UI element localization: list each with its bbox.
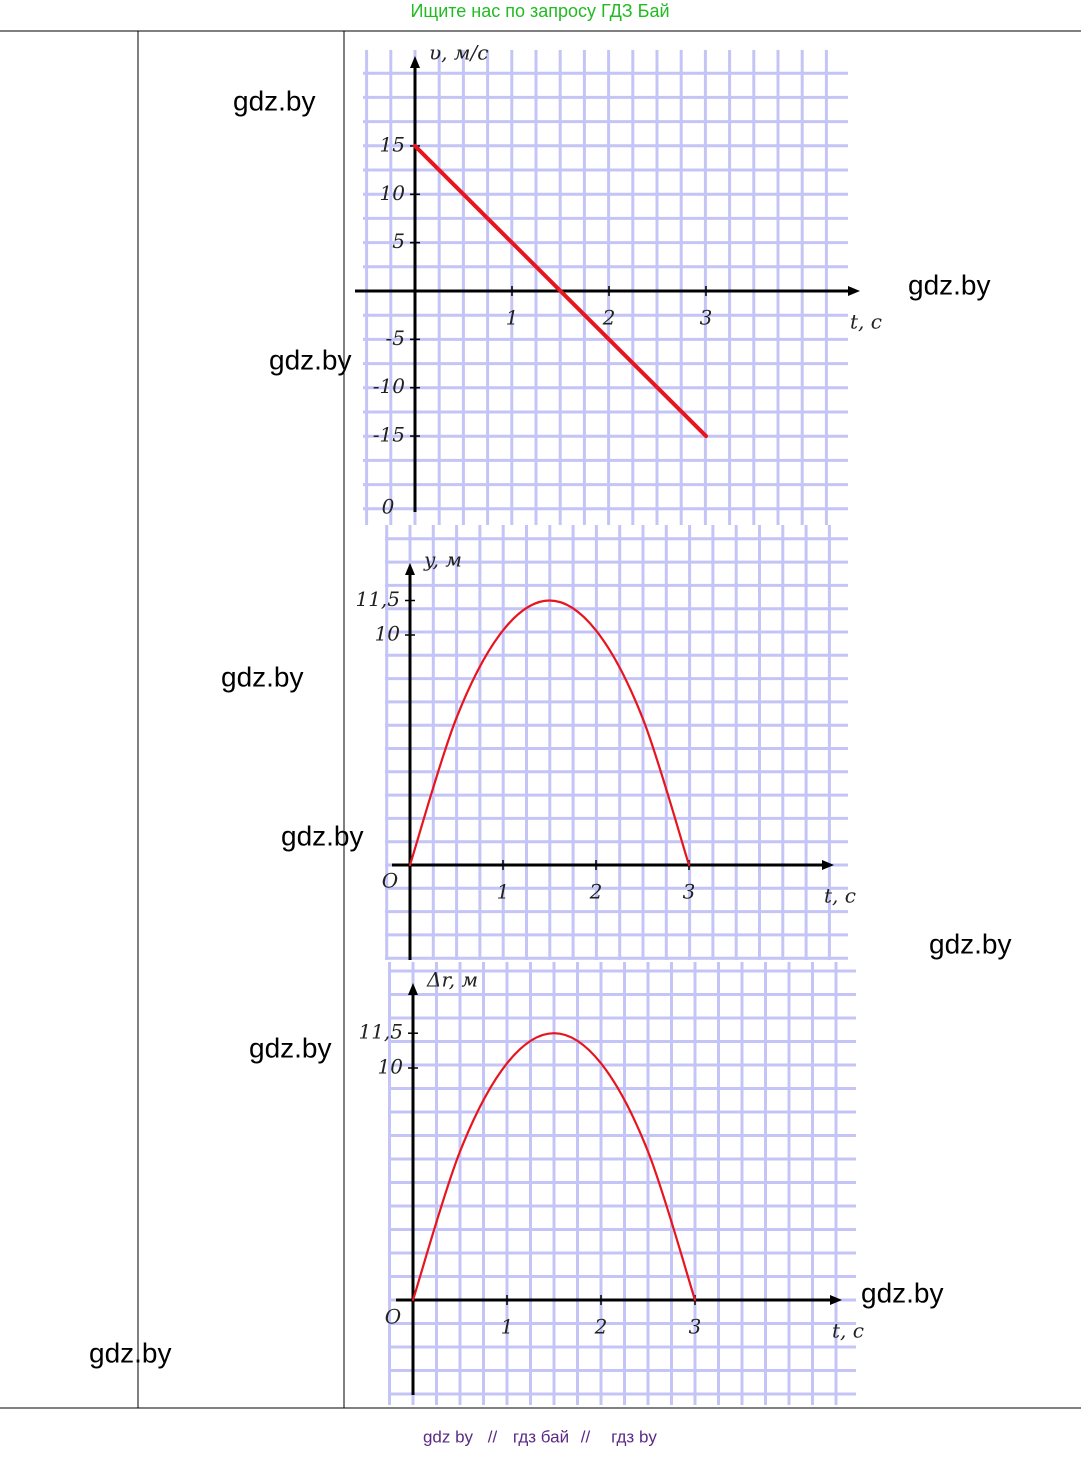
y-tick-label: 5 — [392, 229, 405, 253]
footer-link[interactable]: гдз by — [611, 1427, 657, 1446]
x-axis-label: t, c — [850, 310, 882, 334]
grid-paper — [385, 525, 848, 960]
y-tick-label: -15 — [373, 423, 405, 447]
y-tick-label: 11,5 — [355, 587, 400, 611]
watermark: gdz.by — [221, 661, 304, 692]
graph: υ, м/с t, c 0 15 10 5 -5 -10 -15 1 2 3 — [355, 41, 882, 525]
graph: y, м t, c O 11,5 10 1 2 3 — [355, 525, 856, 960]
watermark: gdz.by — [89, 1337, 172, 1368]
y-tick-label: 10 — [378, 1055, 404, 1079]
y-tick-label: -5 — [386, 326, 405, 350]
y-tick-label: 10 — [375, 622, 401, 646]
y-tick-label: 15 — [380, 132, 405, 156]
x-tick-label: 3 — [700, 306, 713, 330]
header-title: Ищите нас по запросу ГДЗ Бай — [410, 1, 669, 21]
curve — [408, 599, 691, 867]
footer-separator: // — [488, 1427, 498, 1446]
y-axis-label: y, м — [423, 548, 462, 572]
footer-separator: // — [581, 1427, 591, 1446]
y-axis-arrow — [408, 983, 418, 995]
y-tick-label: 10 — [380, 181, 406, 205]
graph: Δr, м t, c O 11,5 10 1 2 3 — [358, 962, 864, 1405]
grid-paper — [363, 50, 848, 525]
x-tick-label: 3 — [689, 1315, 702, 1339]
x-tick-label: 2 — [589, 880, 603, 904]
origin-label: O — [385, 1305, 401, 1329]
footer-link[interactable]: гдз бай — [513, 1427, 569, 1446]
watermark: gdz.by — [269, 344, 352, 375]
x-axis-label: t, c — [824, 884, 856, 908]
x-tick-label: 2 — [602, 306, 616, 330]
y-axis-label: Δr, м — [426, 968, 478, 992]
watermark: gdz.by — [861, 1277, 944, 1308]
x-tick-label: 3 — [683, 880, 696, 904]
watermark: gdz.by — [281, 820, 364, 851]
origin-label: 0 — [382, 495, 395, 519]
curve — [411, 1032, 697, 1302]
y-tick-label: -10 — [373, 374, 405, 398]
origin-label: O — [382, 869, 398, 893]
watermark: gdz.by — [908, 269, 991, 300]
watermark: gdz.by — [929, 928, 1012, 959]
x-tick-label: 1 — [497, 880, 510, 904]
x-tick-label: 1 — [501, 1315, 514, 1339]
x-axis-arrow — [822, 860, 834, 870]
x-axis-label: t, c — [832, 1319, 864, 1343]
y-axis-arrow — [405, 563, 415, 575]
x-axis-arrow — [848, 286, 860, 296]
x-tick-label: 2 — [594, 1315, 608, 1339]
x-axis-arrow — [830, 1295, 842, 1305]
x-tick-label: 1 — [506, 306, 519, 330]
y-axis-arrow — [410, 56, 420, 68]
footer-link[interactable]: gdz by — [423, 1427, 474, 1446]
watermark: gdz.by — [249, 1032, 332, 1063]
y-tick-label: 11,5 — [358, 1020, 403, 1044]
watermark: gdz.by — [233, 85, 316, 116]
curve — [413, 143, 708, 439]
y-axis-label: υ, м/с — [429, 41, 488, 65]
